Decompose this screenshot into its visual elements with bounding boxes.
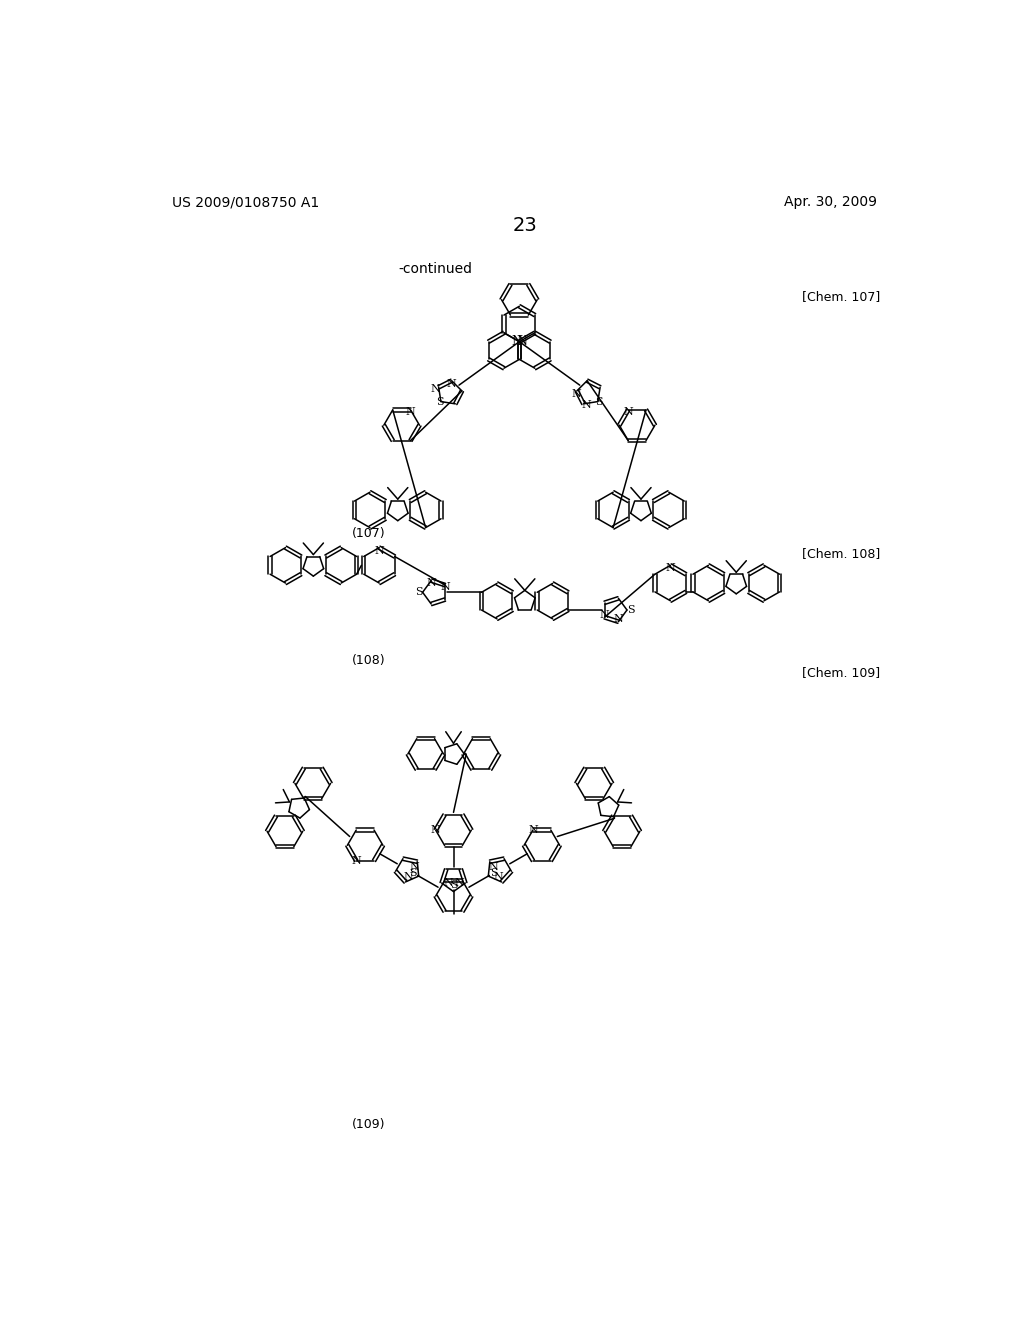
Text: S: S (627, 605, 635, 615)
Text: N: N (613, 614, 624, 624)
Text: (109): (109) (351, 1118, 385, 1131)
Text: S: S (450, 880, 458, 891)
Text: [Chem. 108]: [Chem. 108] (802, 546, 881, 560)
Text: N: N (488, 862, 498, 873)
Text: N: N (446, 379, 457, 389)
Text: N: N (431, 825, 440, 836)
Text: N: N (600, 610, 609, 620)
Text: [Chem. 107]: [Chem. 107] (802, 290, 881, 304)
Text: N: N (426, 578, 436, 587)
Text: N: N (666, 564, 675, 573)
Text: N: N (582, 400, 592, 411)
Text: S: S (489, 869, 498, 878)
Text: N: N (494, 871, 504, 882)
Text: N: N (431, 384, 440, 393)
Text: N: N (410, 862, 419, 873)
Text: Apr. 30, 2009: Apr. 30, 2009 (784, 195, 878, 210)
Text: (107): (107) (351, 527, 385, 540)
Text: S: S (595, 396, 602, 407)
Text: N: N (375, 545, 384, 556)
Text: N: N (455, 878, 464, 888)
Text: 23: 23 (512, 216, 538, 235)
Text: N: N (512, 335, 522, 348)
Text: N: N (624, 407, 633, 417)
Text: US 2009/0108750 A1: US 2009/0108750 A1 (172, 195, 319, 210)
Text: S: S (436, 396, 444, 407)
Text: N: N (406, 407, 416, 417)
Text: N: N (351, 855, 361, 866)
Text: S: S (415, 587, 423, 597)
Text: N: N (528, 825, 538, 836)
Text: N: N (572, 389, 582, 399)
Text: S: S (410, 869, 417, 878)
Text: [Chem. 109]: [Chem. 109] (802, 667, 881, 680)
Text: N: N (443, 878, 453, 888)
Text: (108): (108) (351, 653, 385, 667)
Text: N: N (440, 582, 450, 593)
Text: N: N (403, 871, 414, 882)
Text: N: N (516, 335, 527, 348)
Text: -continued: -continued (398, 261, 473, 276)
